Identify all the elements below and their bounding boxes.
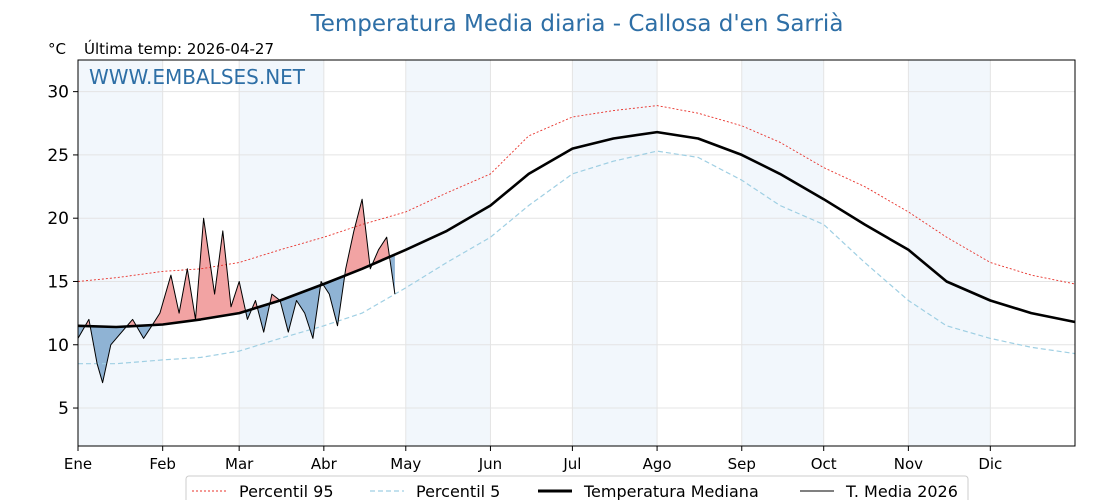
x-tick-label-jun: Jun: [478, 455, 502, 473]
line-percentil-5: [78, 150, 1076, 365]
y-tick-label-15: 15: [47, 272, 69, 292]
x-tick-label-dic: Dic: [978, 455, 1002, 473]
plot-frame: [77, 59, 1076, 447]
unit-label: °C: [48, 40, 66, 58]
watermark: WWW.EMBALSES.NET: [89, 65, 306, 89]
x-axis-ticks: Ene Feb Mar Abr May Jun Jul Ago Sep Oct Nov Dic: [64, 446, 1002, 473]
x-tick-label-oct: Oct: [811, 455, 837, 473]
x-tick-label-feb: Feb: [149, 455, 176, 473]
month-band-jul: [572, 60, 658, 446]
month-band-nov: [908, 60, 991, 446]
month-band-may: [405, 60, 491, 446]
month-band-ene: [78, 60, 163, 446]
x-tick-label-ene: Ene: [64, 455, 92, 473]
y-tick-label-25: 25: [47, 146, 69, 166]
month-bands: [78, 60, 991, 446]
grid-lines: [77, 60, 1075, 446]
x-tick-label-jul: Jul: [562, 455, 581, 473]
y-tick-label-10: 10: [47, 336, 69, 356]
legend-box: [185, 475, 969, 500]
x-tick-label-abr: Abr: [311, 455, 338, 473]
fill-below-median-4: [258, 303, 270, 333]
x-tick-label-ago: Ago: [643, 455, 672, 473]
fill-below-median-2: [136, 325, 152, 339]
last-temp-label: Última temp: 2026-04-27: [84, 39, 274, 58]
y-tick-label-20: 20: [47, 209, 69, 229]
legend-label-2026: T. Media 2026: [845, 482, 958, 500]
y-tick-label-30: 30: [47, 83, 69, 103]
legend-label-p95: Percentil 95: [239, 482, 334, 500]
legend-label-p5: Percentil 5: [416, 482, 500, 500]
chart-title: Temperatura Media diaria - Callosa d'en …: [310, 11, 844, 37]
y-tick-label-5: 5: [58, 399, 69, 419]
y-axis-ticks: 5 10 15 20 25 30: [47, 83, 78, 419]
series-lines: [77, 105, 1076, 384]
x-tick-label-mar: Mar: [225, 455, 254, 473]
fill-above-median-2: [153, 218, 245, 325]
legend: Percentil 95 Percentil 5 Temperatura Med…: [185, 475, 969, 500]
fill-below-median-1: [90, 326, 126, 383]
x-tick-label-may: May: [390, 455, 421, 473]
x-tick-label-nov: Nov: [894, 455, 923, 473]
line-t-media-2026: [77, 198, 396, 384]
x-tick-label-sep: Sep: [728, 455, 756, 473]
fill-above-median-6: [345, 199, 369, 276]
month-band-sep: [741, 60, 824, 446]
month-band-mar: [239, 60, 324, 446]
legend-label-median: Temperatura Mediana: [583, 482, 759, 500]
line-temperatura-mediana: [77, 130, 1076, 329]
